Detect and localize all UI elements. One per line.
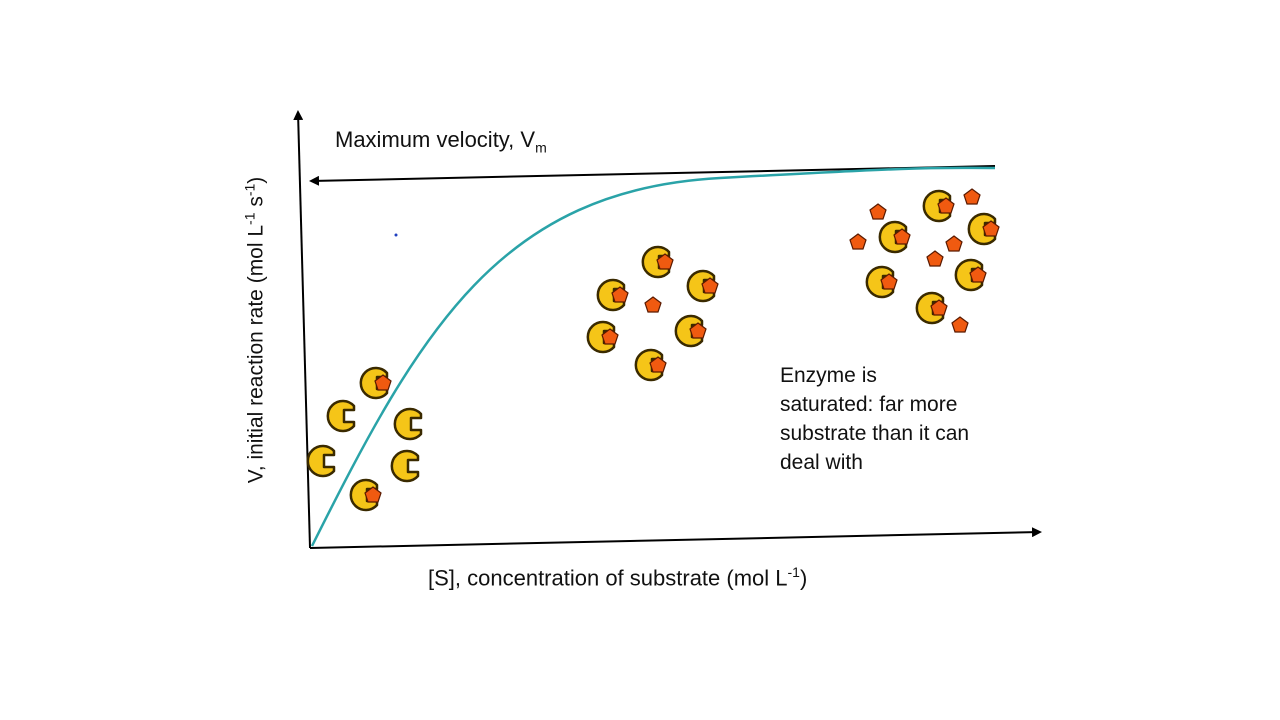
x-axis-text: [S], concentration of substrate (mol L: [428, 565, 788, 591]
y-axis-label: V, initial reaction rate (mol L-1 s-1): [242, 177, 269, 484]
x-axis-sup: -1: [787, 564, 800, 580]
y-axis-sup1: -1: [241, 212, 258, 225]
annotation-line: deal with: [780, 451, 863, 474]
x-axis: [309, 527, 1042, 549]
x-axis-end: ): [799, 565, 808, 591]
enzyme-icon: [326, 399, 356, 433]
vmax-arrow: [309, 165, 996, 186]
saturation-annotation: Enzyme is saturated: far more substrate …: [780, 361, 969, 477]
annotation-line: Enzyme is: [780, 364, 877, 387]
annotation-line: substrate than it can: [780, 422, 970, 445]
y-axis-text: V, initial reaction rate (mol L: [244, 224, 268, 484]
vmax-label: Maximum velocity, Vm: [335, 127, 547, 155]
substrate-icon: [951, 316, 969, 333]
y-axis-sup2: -1: [241, 183, 258, 197]
substrate-icon: [869, 203, 887, 220]
y-axis-mid: s: [244, 196, 268, 213]
substrate-icon: [963, 188, 981, 205]
enzyme-icon: [306, 444, 336, 478]
enzyme-icon: [393, 407, 423, 441]
annotation-line: saturated: far more: [780, 393, 958, 416]
substrate-icon: [926, 250, 944, 267]
rate-curve: [310, 166, 996, 547]
substrate-icon: [945, 235, 963, 252]
stray-dot: [394, 233, 398, 237]
y-axis-end: ): [244, 176, 268, 184]
x-axis-label: [S], concentration of substrate (mol L-1…: [428, 564, 807, 591]
vmax-text: Maximum velocity, V: [335, 127, 536, 152]
substrate-icon: [849, 233, 867, 250]
substrate-icon: [644, 296, 662, 313]
enzyme-icon: [390, 449, 420, 483]
y-axis: [293, 110, 311, 549]
vmax-subscript: m: [535, 139, 547, 156]
